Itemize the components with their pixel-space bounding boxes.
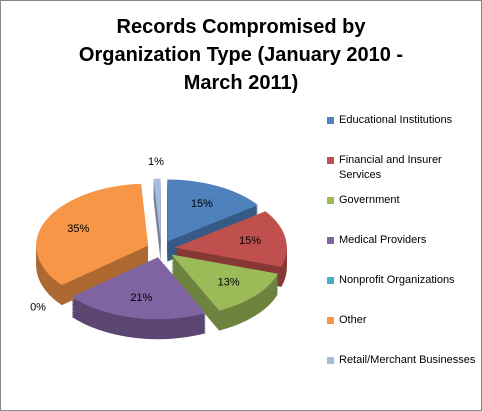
legend-item: Educational Institutions [327,113,477,153]
legend-label: Medical Providers [339,234,427,246]
slice [171,254,279,311]
slice [36,183,149,286]
legend-label: Financial and Insurer Services [339,154,442,181]
data-label: 35% [67,223,89,235]
pie-plot: 15% 15% 13% 21% 0% 35% 1% [30,156,287,340]
legend-item: Government [327,193,477,233]
legend-item: Nonprofit Organizations [327,273,477,313]
data-label: 13% [218,276,240,288]
data-label: 15% [239,235,261,247]
chart-title: Records Compromised by Organization Type… [78,16,404,94]
legend-swatch [327,117,334,124]
data-label: 1% [148,156,164,168]
legend-label: Nonprofit Organizations [339,274,455,286]
data-label: 21% [130,292,152,304]
legend-label: Other [339,314,367,326]
legend-item: Other [327,313,477,353]
legend-item: Financial and Insurer Services [327,153,477,193]
slice [167,179,258,242]
legend-swatch [327,157,334,164]
legend-swatch [327,317,334,324]
legend-swatch [327,357,334,364]
legend-item: Medical Providers [327,233,477,273]
legend-item: Retail/Merchant Businesses [327,353,477,393]
legend-label: Retail/Merchant Businesses [339,354,476,366]
slice [174,211,287,267]
legend-swatch [327,237,334,244]
slice [153,178,161,241]
legend-swatch [327,277,334,284]
legend: Educational Institutions Financial and In… [327,113,477,393]
data-label: 0% [30,302,46,314]
legend-swatch [327,197,334,204]
legend-label: Government [339,194,400,206]
legend-label: Educational Institutions [339,114,453,126]
slice [71,257,206,320]
data-label: 15% [191,198,213,210]
